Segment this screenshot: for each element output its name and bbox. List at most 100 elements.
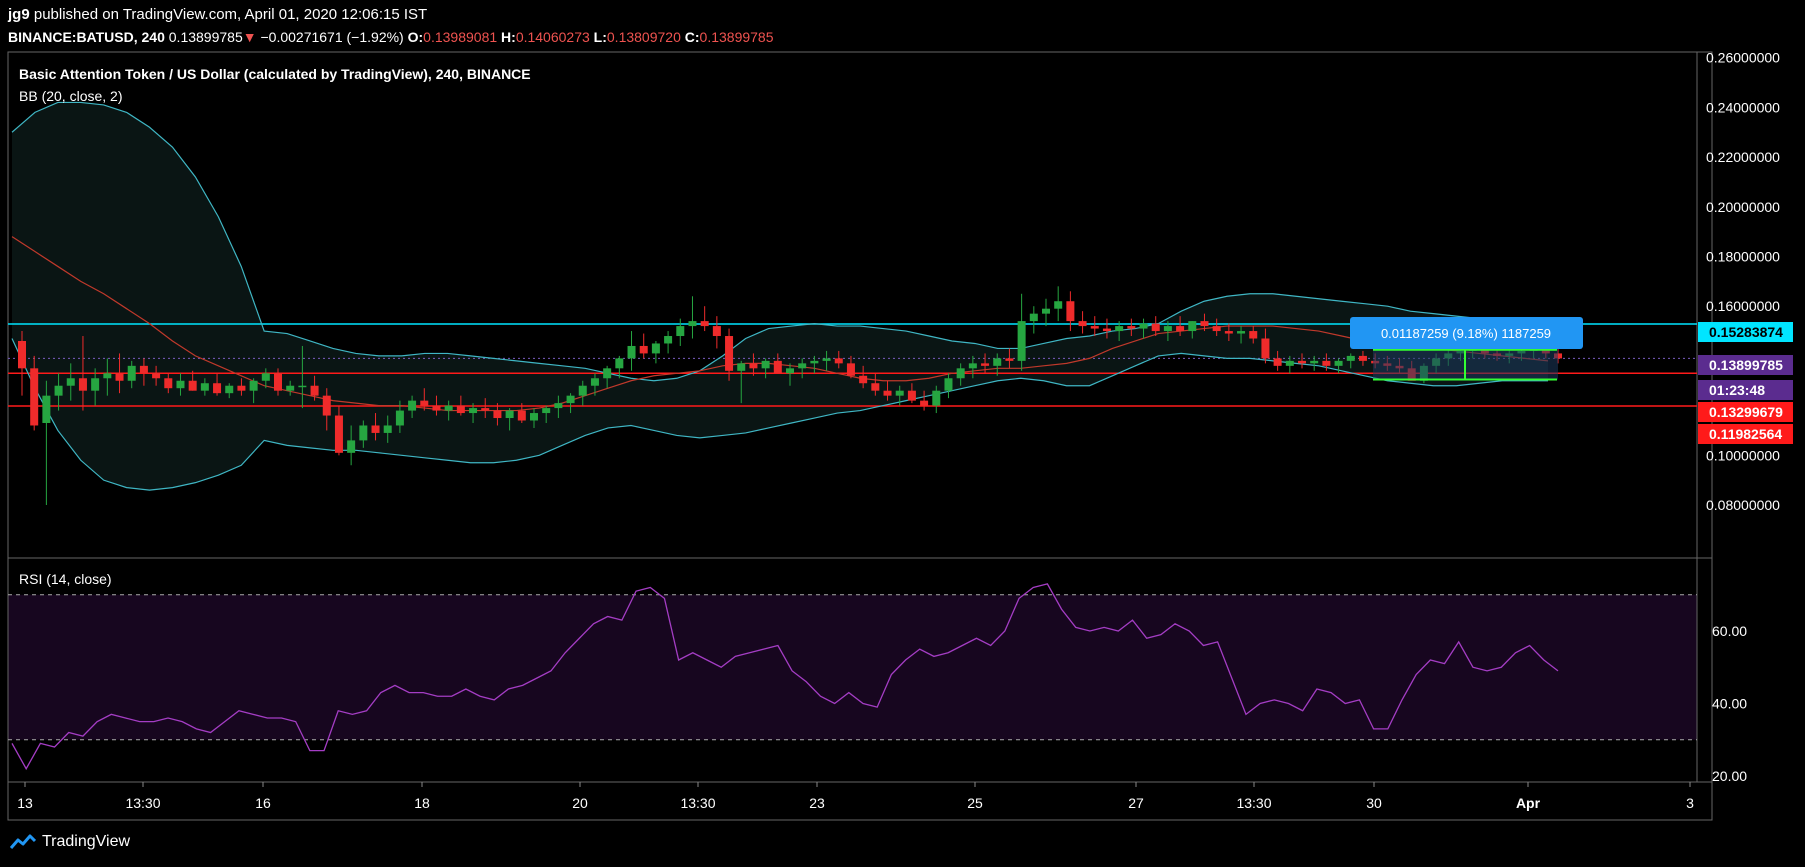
rsi-tick-label: 40.00	[1712, 696, 1747, 712]
candle	[664, 331, 673, 354]
open-label: O:	[407, 29, 424, 45]
candle	[115, 353, 124, 394]
candle	[493, 403, 502, 426]
candle	[505, 408, 514, 431]
candle	[993, 353, 1002, 376]
price-label-box	[1698, 402, 1793, 422]
candle-body	[298, 385, 307, 388]
candle	[1322, 353, 1331, 371]
candle	[725, 328, 734, 381]
candle	[1237, 326, 1246, 344]
candle	[981, 353, 990, 374]
candle	[1163, 321, 1172, 341]
candle-body	[871, 383, 880, 391]
candle-body	[907, 390, 916, 401]
candle-body	[956, 368, 965, 379]
candle	[127, 360, 136, 389]
time-tick-label: 13:30	[125, 795, 160, 811]
candle-body	[810, 360, 819, 364]
candle	[773, 353, 782, 374]
candle-body	[627, 345, 636, 359]
candle-body	[1273, 358, 1282, 366]
candle	[737, 360, 746, 404]
candle-body	[664, 336, 673, 344]
measure-label-box	[1350, 317, 1583, 349]
candle	[188, 370, 197, 391]
candle-body	[42, 395, 51, 423]
candle	[91, 368, 100, 406]
candle	[395, 400, 404, 433]
time-tick-label: 30	[1366, 795, 1382, 811]
candle	[676, 318, 685, 346]
candle	[1139, 318, 1148, 339]
publisher-text: published on TradingView.com, April 01, …	[33, 6, 428, 23]
time-tick-label: 13	[17, 795, 33, 811]
price-tick-label: 0.20000000	[1706, 199, 1780, 215]
candle	[700, 306, 709, 332]
candle	[469, 403, 478, 423]
bb-legend[interactable]: BB (20, close, 2)	[19, 88, 123, 104]
candle	[1334, 358, 1343, 374]
candle-body	[139, 365, 148, 374]
candle-body	[944, 378, 953, 391]
price-label-text: 0.11982564	[1709, 426, 1782, 442]
candle-body	[1334, 360, 1343, 366]
time-tick-label: 20	[572, 795, 588, 811]
candle-body	[1042, 308, 1050, 314]
candle	[383, 415, 392, 443]
candle	[1273, 350, 1282, 371]
price-label-text: 0.15283874	[1709, 324, 1783, 340]
candle	[566, 393, 575, 414]
candle	[651, 340, 660, 364]
candle-body	[1066, 301, 1075, 322]
candle	[1261, 328, 1270, 364]
candle	[139, 358, 148, 386]
bb-upper-line	[11, 101, 1549, 382]
candle	[1310, 355, 1319, 371]
candle	[749, 353, 758, 376]
candle-body	[1237, 331, 1246, 334]
candle-body	[981, 363, 990, 366]
candle	[359, 420, 368, 448]
candle-body	[725, 336, 734, 371]
candle-body	[895, 390, 904, 396]
price-label: 0.13899785	[1698, 355, 1793, 375]
candle-body	[115, 373, 124, 381]
candle	[907, 383, 916, 404]
candle-body	[1054, 301, 1063, 309]
candle	[639, 333, 648, 359]
footer-brand[interactable]: TradingView	[10, 833, 130, 851]
price-tick-label: 0.18000000	[1706, 249, 1780, 265]
ticker-symbol[interactable]: BINANCE:BATUSD, 240	[8, 29, 165, 45]
rsi-line	[11, 583, 1559, 771]
candle-body	[371, 425, 380, 433]
candle	[1066, 291, 1075, 332]
candle-body	[213, 383, 222, 394]
candle	[1078, 311, 1087, 334]
candle-body	[651, 343, 660, 354]
high-value: 0.14060273	[515, 29, 590, 45]
candle	[200, 378, 209, 396]
candle-body	[164, 378, 173, 389]
candle	[322, 388, 331, 431]
candle	[920, 390, 929, 411]
candle	[420, 388, 429, 411]
candle	[1005, 348, 1014, 369]
candle-body	[1005, 358, 1014, 361]
close-label: C:	[684, 29, 700, 45]
candle-body	[66, 378, 75, 386]
candle-body	[1200, 321, 1209, 327]
candle	[261, 368, 270, 389]
candle	[712, 316, 721, 349]
candle	[615, 355, 624, 379]
publisher-user[interactable]: jg9	[8, 6, 30, 23]
time-tick-label: 13:30	[1236, 795, 1271, 811]
candle-body	[30, 368, 39, 426]
candle-body	[1224, 331, 1233, 334]
price-label: 0.13299679	[1698, 402, 1793, 422]
candle	[1212, 318, 1221, 337]
rsi-legend[interactable]: RSI (14, close)	[19, 571, 112, 587]
chart-title-legend[interactable]: Basic Attention Token / US Dollar (calcu…	[19, 66, 531, 82]
candle-body	[1212, 326, 1221, 332]
candle-body	[1358, 355, 1367, 361]
